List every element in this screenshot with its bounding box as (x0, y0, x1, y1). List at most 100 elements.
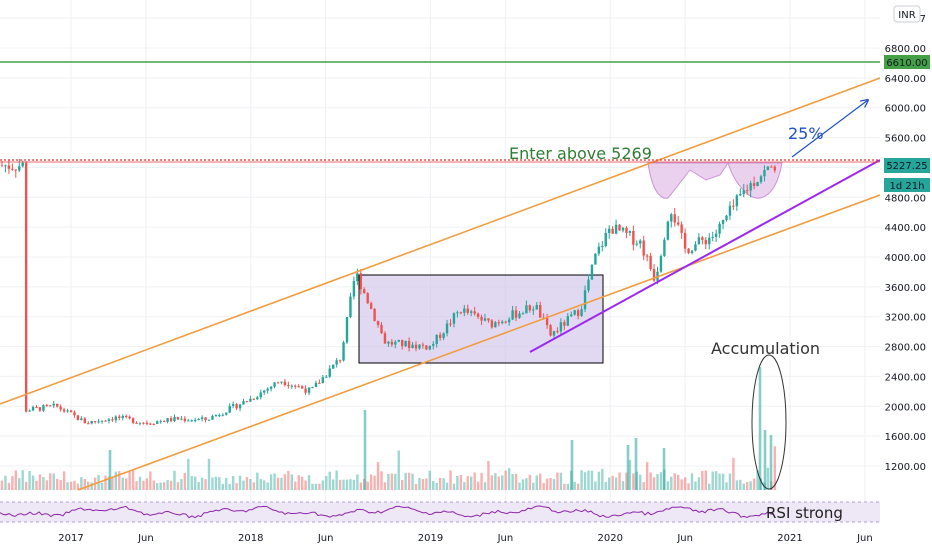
candle-body (735, 195, 739, 207)
volume-bar (535, 475, 538, 490)
volume-bar (352, 479, 356, 490)
volume-bar (659, 472, 663, 490)
volume-bar (118, 471, 121, 490)
volume-bar (383, 482, 387, 490)
candle-body (87, 423, 90, 425)
candle-body (273, 382, 276, 387)
volume-bar (152, 480, 155, 490)
volume-bar (190, 476, 193, 490)
candle-body (66, 410, 69, 412)
volume-bar (390, 473, 394, 490)
candle-body (304, 388, 307, 393)
volume-bar (625, 472, 628, 490)
candle-body (711, 236, 714, 238)
volume-bar (73, 480, 76, 490)
candle-body (318, 382, 321, 384)
volume-bar (228, 483, 231, 490)
price-axis[interactable]: 76800.006400.006000.005600.005200.004800… (885, 14, 926, 473)
candle-body (121, 415, 124, 419)
candle-body (463, 308, 466, 313)
volume-bar (18, 478, 21, 490)
volume-bar (38, 474, 42, 490)
volume-bar (397, 450, 400, 490)
volume-bar (480, 472, 483, 490)
candle-body (507, 319, 511, 323)
volume-bar (7, 482, 11, 490)
candle-body (490, 320, 494, 328)
candle-body (390, 341, 394, 345)
volume-bar (476, 481, 480, 490)
candle-body (456, 312, 459, 314)
candle-body (156, 421, 159, 424)
candle-body (131, 418, 135, 423)
candle-body (594, 253, 597, 265)
candle-body (449, 323, 452, 325)
volume-bar (45, 480, 49, 490)
volume-bar (276, 477, 280, 490)
time-tick-label: 2020 (598, 533, 623, 544)
volume-bar (125, 478, 128, 490)
candle-body (621, 227, 625, 231)
candle-body (407, 340, 411, 349)
candle-body (635, 243, 638, 245)
candle-body (697, 237, 701, 245)
candle-body (138, 422, 142, 424)
candle-body (59, 406, 62, 410)
candle-body (263, 390, 266, 393)
volume-bar (162, 482, 166, 490)
candle-body (749, 183, 752, 191)
volume-bar (300, 476, 304, 490)
volume-bar (701, 471, 704, 490)
candle-body (342, 342, 345, 361)
candle-body (708, 237, 711, 245)
candle-body (652, 269, 656, 281)
candle-body (169, 418, 173, 422)
candle-body (473, 311, 476, 314)
candle-body (90, 421, 93, 424)
volume-spike (363, 410, 367, 490)
candle-body (187, 420, 190, 422)
volume-bar (259, 478, 262, 490)
currency-badge[interactable]: INR (893, 5, 921, 23)
candle-body (369, 303, 373, 309)
candle-body (442, 333, 445, 338)
candle-body (356, 273, 359, 282)
candle-body (349, 296, 352, 318)
candle-body (763, 169, 766, 177)
volume-bar (256, 472, 259, 490)
price-tick-label: 1200.00 (885, 462, 926, 473)
candle-body (556, 331, 559, 333)
volume-bar (418, 477, 421, 490)
candle-body (497, 322, 500, 324)
candle-body (570, 314, 573, 317)
volume-bar (138, 476, 142, 490)
candle-body (352, 281, 356, 297)
candle-body (290, 385, 293, 387)
volume-bar (200, 477, 204, 490)
volume-bar (566, 483, 569, 490)
candle-body (756, 182, 759, 187)
time-axis[interactable]: 2017 Jun 2018 Jun 2019 Jun 2020 Jun 2021 Jun (58, 533, 872, 544)
support-trendline (529, 159, 880, 353)
candle-body (573, 310, 576, 315)
volume-bar (62, 471, 66, 490)
volume-bar (266, 482, 269, 490)
candle-body (639, 240, 642, 244)
candle-body (207, 419, 211, 421)
volume-bar (269, 474, 273, 490)
volume-spike (763, 430, 767, 490)
volume-bar (639, 474, 642, 490)
candle-body (297, 386, 300, 388)
volume-bar (238, 475, 242, 490)
volume-bar (687, 483, 690, 490)
candle-body (307, 387, 311, 393)
volume-bar (697, 477, 701, 490)
volume-bar (414, 483, 418, 490)
candle-body (104, 420, 107, 422)
volume-bar (273, 473, 276, 490)
volume-bar (169, 480, 173, 490)
volume-bar (297, 475, 300, 490)
volume-bar (252, 482, 256, 490)
candle-body (335, 360, 338, 365)
